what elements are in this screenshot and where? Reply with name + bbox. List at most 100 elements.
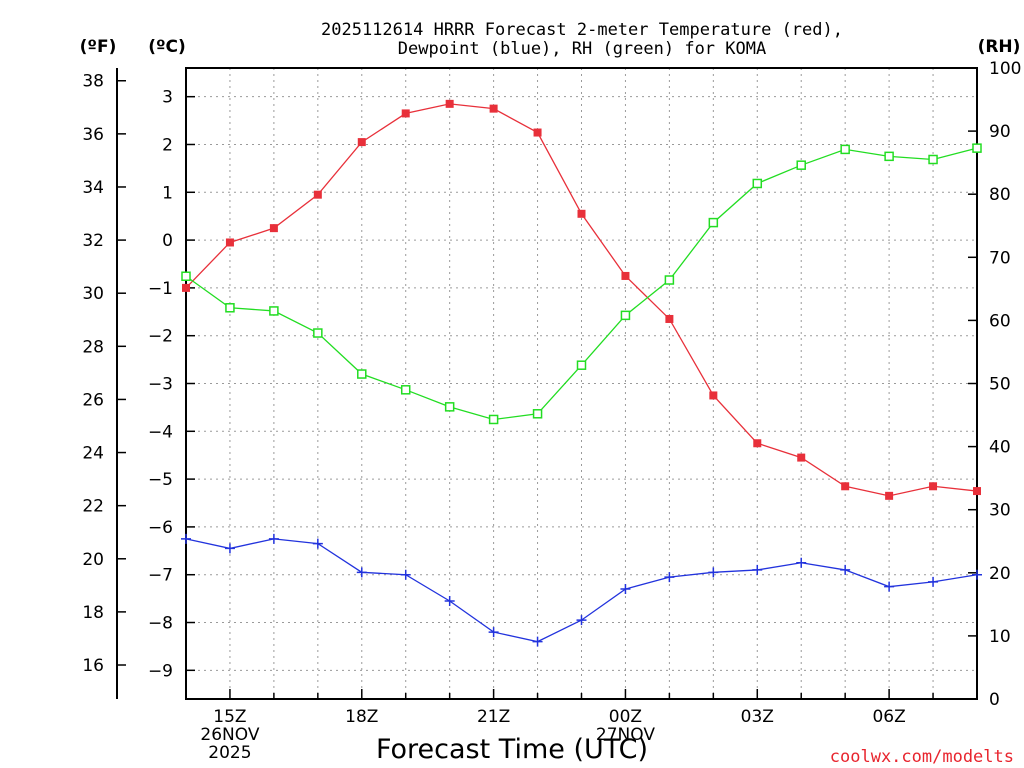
rh-tick-label: 10 [989, 627, 1011, 647]
fahrenheit-tick-label: 32 [82, 231, 104, 251]
temperature-point [533, 128, 542, 137]
rh-point [796, 160, 806, 170]
celsius-tick-label: 0 [162, 231, 173, 251]
tick-labels: 3836343230282624222018163210−1−2−3−4−5−6… [82, 59, 1021, 763]
fahrenheit-axis-unit: (ºF) [80, 37, 117, 57]
celsius-tick-label: −6 [148, 518, 173, 538]
rh-tick-label: 80 [989, 185, 1011, 205]
dewpoint-point [181, 533, 191, 544]
temperature-point [357, 138, 366, 147]
fahrenheit-tick-label: 34 [82, 178, 104, 198]
dewpoint-point [752, 564, 763, 575]
x-tick-label: 26NOV [200, 725, 259, 745]
temperature-point [445, 99, 454, 108]
rh-point [225, 303, 235, 313]
celsius-tick-label: 1 [162, 183, 173, 203]
rh-point [708, 217, 719, 228]
dewpoint-point [224, 543, 235, 554]
chart-title-line1: 2025112614 HRRR Forecast 2-meter Tempera… [321, 20, 843, 40]
rh-point [488, 414, 499, 425]
fahrenheit-tick-label: 38 [82, 72, 104, 92]
celsius-tick-label: −2 [148, 327, 173, 347]
grid-lines [186, 68, 977, 699]
dewpoint-point [884, 581, 895, 592]
dewpoint-point [840, 564, 851, 575]
temperature-point [621, 271, 630, 280]
celsius-tick-label: −7 [148, 566, 173, 586]
x-tick-label: 27NOV [596, 725, 655, 745]
x-tick-label: 03Z [741, 707, 774, 727]
fahrenheit-tick-label: 18 [82, 603, 104, 623]
temperature-point [973, 487, 981, 496]
credit-text: coolwx.com/modelts [830, 747, 1014, 767]
dewpoint-point [268, 533, 279, 544]
fahrenheit-tick-label: 30 [82, 284, 104, 304]
dewpoint-point [356, 567, 367, 578]
temperature-point [797, 453, 806, 462]
dewpoint-point [664, 572, 675, 583]
celsius-axis-unit: (ºC) [148, 37, 186, 57]
temperature-point [885, 491, 894, 500]
dewpoint-point [532, 636, 543, 647]
rh-tick-label: 90 [989, 122, 1011, 142]
chart-title-line2: Dewpoint (blue), RH (green) for KOMA [398, 39, 766, 59]
dewpoint-point [400, 569, 411, 580]
rh-tick-label: 20 [989, 564, 1011, 584]
celsius-tick-label: −1 [148, 279, 173, 299]
celsius-tick-label: −9 [148, 661, 173, 681]
rh-point [752, 178, 763, 189]
rh-point [269, 306, 279, 316]
x-tick-label: 15Z [213, 707, 246, 727]
x-axis-label: Forecast Time (UTC) [376, 734, 648, 765]
rh-point [444, 402, 455, 412]
temperature-point [182, 283, 190, 292]
x-tick-label: 21Z [477, 707, 510, 727]
x-tick-label: 2025 [208, 743, 251, 763]
rh-point [664, 275, 675, 285]
dewpoint-point [576, 615, 587, 626]
fahrenheit-tick-label: 22 [82, 497, 104, 517]
celsius-tick-label: 3 [162, 88, 173, 108]
temperature-point [753, 439, 762, 448]
dewpoint-point [444, 596, 455, 607]
dewpoint-point [796, 557, 807, 568]
temperature-point [401, 109, 410, 118]
rh-tick-label: 30 [989, 501, 1011, 521]
rh-point [357, 369, 367, 379]
temperature-point [489, 104, 498, 113]
fahrenheit-tick-label: 26 [82, 390, 104, 410]
dewpoint-point [620, 584, 631, 595]
temperature-point [665, 314, 674, 323]
celsius-tick-label: −3 [148, 375, 173, 395]
rh-point [400, 385, 411, 395]
celsius-tick-label: −4 [148, 422, 173, 442]
temperature-point [269, 224, 278, 233]
celsius-tick-label: 2 [162, 135, 173, 155]
dewpoint-point [488, 627, 499, 638]
series-line-2-meter-temperature [185, 103, 978, 497]
rh-point [972, 143, 982, 153]
rh-tick-label: 60 [989, 311, 1011, 331]
rh-axis-unit: (RH) [978, 37, 1021, 57]
rh-point [532, 409, 543, 419]
dewpoint-point [708, 567, 719, 578]
rh-tick-label: 50 [989, 375, 1011, 395]
celsius-tick-label: −8 [148, 614, 173, 634]
fahrenheit-tick-label: 16 [82, 656, 104, 676]
fahrenheit-tick-label: 20 [82, 550, 104, 570]
rh-point [620, 310, 631, 321]
x-tick-label: 06Z [872, 707, 905, 727]
rh-point [181, 271, 191, 281]
dewpoint-point [972, 569, 982, 580]
fahrenheit-tick-label: 24 [82, 444, 104, 464]
x-tick-label: 00Z [609, 707, 642, 727]
x-tick-label: 18Z [345, 707, 378, 727]
rh-point [840, 144, 850, 155]
temperature-point [709, 391, 718, 400]
celsius-tick-label: −5 [148, 470, 173, 490]
temperature-point [225, 238, 234, 247]
fahrenheit-tick-label: 36 [82, 125, 104, 145]
rh-point [884, 151, 894, 162]
temperature-point [313, 190, 322, 199]
